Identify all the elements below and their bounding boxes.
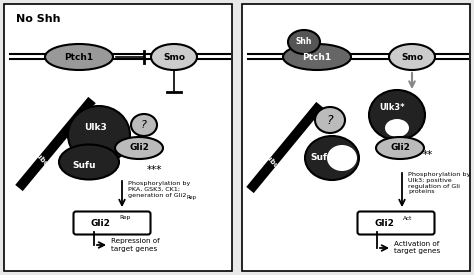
Text: Sufu: Sufu — [310, 153, 334, 163]
Ellipse shape — [327, 145, 357, 171]
Text: Smo: Smo — [163, 53, 185, 62]
Text: Act: Act — [403, 216, 412, 221]
Ellipse shape — [68, 106, 130, 164]
Text: Gli2: Gli2 — [90, 219, 110, 227]
Text: **: ** — [423, 150, 433, 160]
Text: Ulk3*: Ulk3* — [379, 103, 405, 112]
Ellipse shape — [389, 44, 435, 70]
Text: Sufu: Sufu — [72, 161, 96, 169]
Text: Smo: Smo — [401, 53, 423, 62]
Text: Repression of
target genes: Repression of target genes — [111, 238, 160, 252]
Text: Ptch1: Ptch1 — [302, 53, 331, 62]
Text: microtubules: microtubules — [17, 134, 57, 177]
Ellipse shape — [151, 44, 197, 70]
Text: Phosphorylation by
Ulk3; positive
regulation of Gli
proteins: Phosphorylation by Ulk3; positive regula… — [408, 172, 470, 194]
Text: Phosphorylation by
PKA, GSK3, CK1;
generation of Gli2: Phosphorylation by PKA, GSK3, CK1; gener… — [128, 181, 190, 198]
Ellipse shape — [385, 119, 409, 137]
Ellipse shape — [305, 136, 359, 180]
Ellipse shape — [288, 30, 320, 54]
Text: ***: *** — [147, 165, 163, 175]
Ellipse shape — [283, 44, 351, 70]
Text: microtubules: microtubules — [247, 136, 287, 178]
Text: Ptch1: Ptch1 — [64, 53, 93, 62]
Ellipse shape — [45, 44, 113, 70]
Text: Shh: Shh — [296, 37, 312, 46]
Text: Ulk3: Ulk3 — [85, 123, 108, 133]
Ellipse shape — [315, 107, 345, 133]
Text: Activation of
target genes: Activation of target genes — [394, 241, 440, 254]
FancyBboxPatch shape — [357, 211, 435, 235]
Text: Rep: Rep — [187, 195, 197, 200]
Ellipse shape — [376, 137, 424, 159]
Text: Gli2: Gli2 — [129, 144, 149, 153]
Ellipse shape — [115, 137, 163, 159]
Text: ?: ? — [141, 120, 147, 130]
Text: ?: ? — [327, 114, 333, 126]
FancyBboxPatch shape — [242, 4, 470, 271]
FancyBboxPatch shape — [4, 4, 232, 271]
Ellipse shape — [369, 90, 425, 140]
Text: Gli2: Gli2 — [374, 219, 394, 227]
Text: No Shh: No Shh — [16, 14, 61, 24]
Text: Rep: Rep — [119, 216, 130, 221]
Ellipse shape — [59, 144, 119, 180]
Text: Gli2: Gli2 — [390, 144, 410, 153]
Ellipse shape — [131, 114, 157, 136]
FancyBboxPatch shape — [73, 211, 151, 235]
